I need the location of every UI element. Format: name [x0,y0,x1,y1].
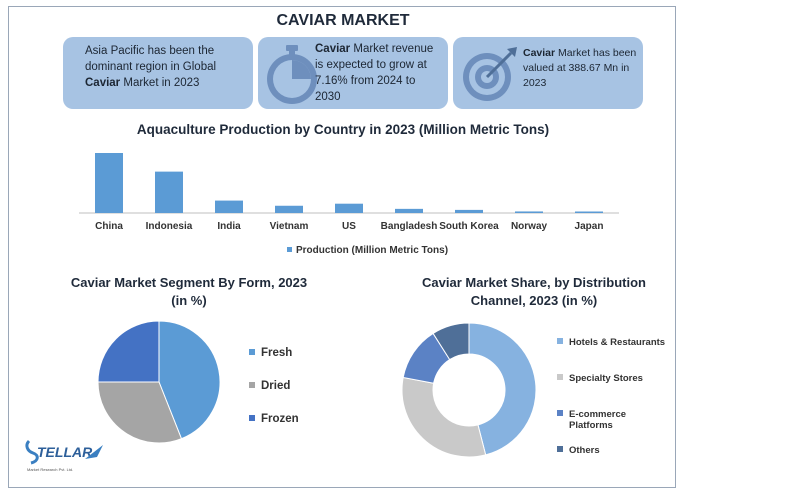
legend-item: Others [557,445,600,456]
legend-swatch [249,348,255,355]
legend-item: Fresh [249,347,292,359]
bar [575,211,603,213]
pie-slice [97,381,183,444]
company-logo: TELLAR Market Research Pvt. Ltd. [25,439,103,472]
legend-label: E-commerce Platforms [569,409,627,431]
legend-label: Fresh [261,347,293,359]
stat-card-text: Asia Pacific has been the dominant regio… [85,45,217,89]
x-tick-label: Indonesia [146,221,193,232]
legend-swatch [557,410,563,417]
stat-card-text: Caviar Market has been valued at 388.67 … [523,47,637,89]
legend-swatch [249,381,255,388]
legend-swatch [287,247,292,252]
stat-card-value: Caviar Market has been valued at 388.67 … [453,37,643,109]
x-tick-label: Japan [575,221,604,232]
x-tick-label: South Korea [439,221,499,232]
legend-item: Hotels & Restaurants [557,337,665,348]
legend-swatch [557,446,563,453]
x-tick-label: India [217,221,241,232]
stat-card-region: Asia Pacific has been the dominant regio… [63,37,253,109]
donut-chart-title: Caviar Market Share, by Distribution Chan… [422,275,646,308]
x-tick-label: US [342,221,356,232]
legend-label: Frozen [261,413,299,425]
legend-label: Dried [261,380,291,392]
donut-slice [468,322,537,456]
legend-swatch [557,338,563,345]
donut-slice [401,376,487,458]
bar [395,208,423,213]
legend-item: Specialty Stores [557,373,643,384]
legend-label: Others [569,445,600,456]
legend-item: E-commerce Platforms [557,409,626,431]
legend-item: Dried [249,380,290,392]
pie-chart-title: Caviar Market Segment By Form, 2023 (in %… [70,275,308,308]
donut-chart [401,322,537,458]
legend-label: Production (Million Metric Tons) [296,245,448,256]
stat-card-growth: Caviar Market revenue is expected to gro… [258,37,448,109]
bar [335,203,363,213]
pie-slice [97,320,160,383]
legend-label: Specialty Stores [569,373,643,384]
stopwatch-icon [267,45,317,104]
donut-slice [432,322,470,361]
bar-chart: China Indonesia India Vietnam US Bangladesh So… [79,153,619,256]
legend-swatch [557,374,563,381]
target-icon [463,47,517,101]
bar [275,205,303,213]
bar [215,200,243,213]
legend-swatch [249,414,255,421]
bar [515,211,543,213]
bar [95,153,123,213]
legend-label: Hotels & Restaurants [569,337,666,348]
infographic-frame: CAVIAR MARKET Asia Pacific has been the … [8,6,676,488]
bar [155,171,183,213]
x-tick-label: Norway [511,221,548,232]
bar [455,209,483,213]
x-tick-label: Bangladesh [381,221,438,232]
x-tick-label: Vietnam [270,221,309,232]
bar-chart-title: Aquaculture Production by Country in 202… [136,122,550,137]
svg-text:TELLAR: TELLAR [37,444,93,460]
x-tick-label: China [95,221,123,232]
legend-item: Frozen [249,413,299,425]
stat-card-text: Caviar Market revenue is expected to gro… [315,43,434,103]
page-title: CAVIAR MARKET [276,12,410,29]
pie-slice [158,320,221,440]
pie-chart [97,320,221,444]
svg-text:Market Research Pvt. Ltd.: Market Research Pvt. Ltd. [27,467,73,472]
